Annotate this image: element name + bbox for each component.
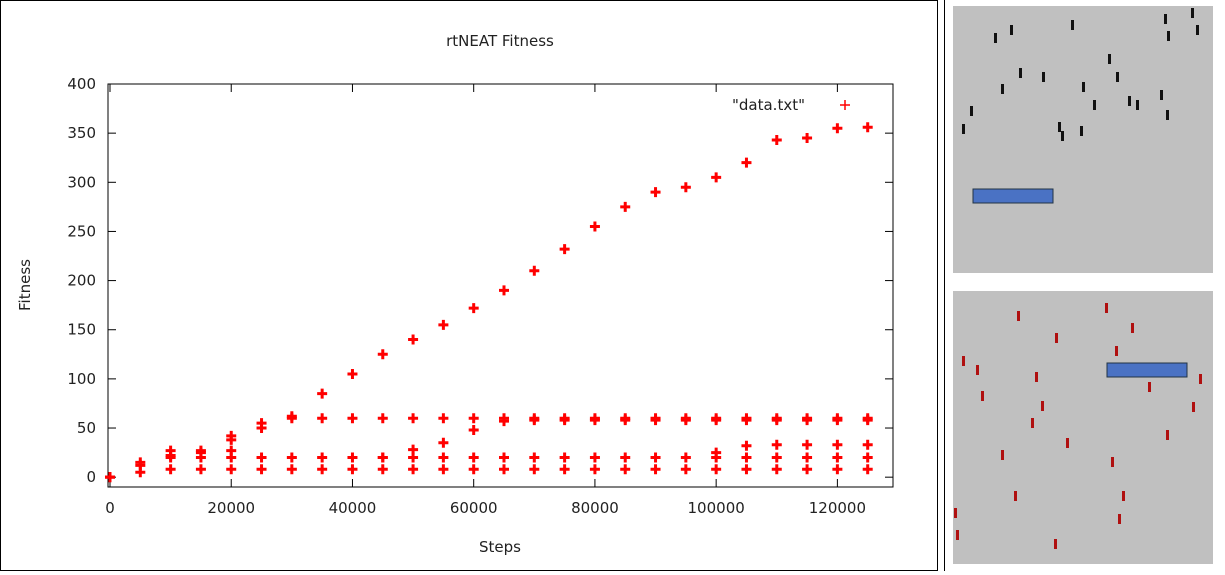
chart-title: rtNEAT Fitness: [446, 32, 554, 50]
x-tick-label: 20000: [207, 499, 255, 517]
x-tick-label: 40000: [329, 499, 377, 517]
y-tick-label: 0: [86, 468, 96, 486]
x-tick-label: 120000: [809, 499, 866, 517]
chart-frame: [1, 1, 938, 571]
y-tick-label: 150: [67, 321, 96, 339]
x-tick-label: 100000: [688, 499, 745, 517]
y-axis-label: Fitness: [16, 259, 34, 311]
obstacle: [973, 189, 1053, 203]
simulation-top: [953, 6, 1213, 273]
y-tick-label: 400: [67, 75, 96, 93]
y-tick-label: 50: [77, 419, 96, 437]
simulation-bottom: [953, 291, 1213, 564]
panel: [953, 291, 1213, 564]
panel: [953, 6, 1213, 273]
x-axis-label: Steps: [479, 538, 521, 556]
y-tick-label: 300: [67, 173, 96, 191]
x-tick-label: 80000: [571, 499, 619, 517]
obstacle: [1107, 363, 1187, 377]
y-tick-label: 200: [67, 272, 96, 290]
x-tick-label: 0: [105, 499, 115, 517]
x-tick-label: 60000: [450, 499, 498, 517]
legend-label: "data.txt": [732, 96, 805, 114]
figure: rtNEAT Fitness Steps Fitness 0 50 100 150 20…: [0, 0, 1225, 571]
y-tick-label: 100: [67, 370, 96, 388]
y-tick-label: 250: [67, 222, 96, 240]
y-tick-label: 350: [67, 124, 96, 142]
